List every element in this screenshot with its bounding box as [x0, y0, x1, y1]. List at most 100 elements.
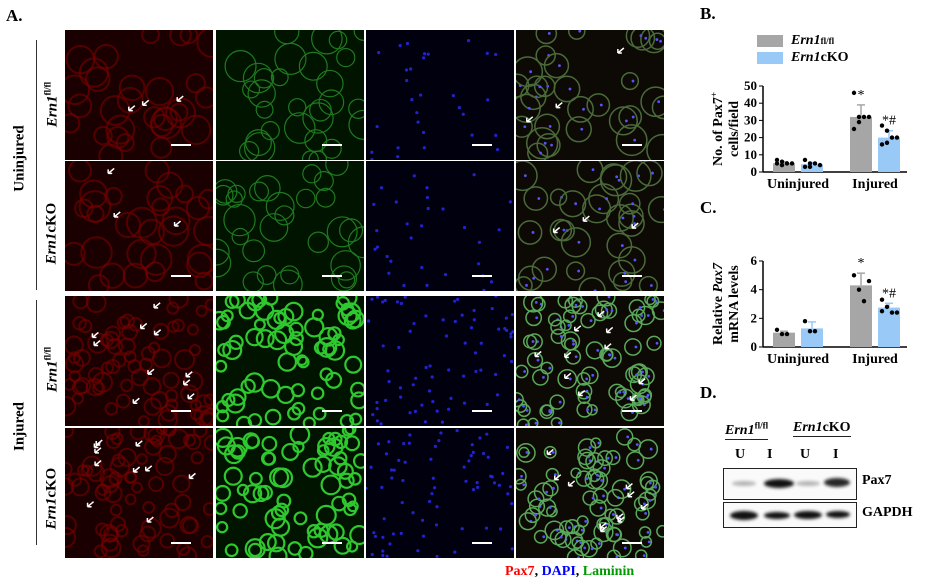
bar: [801, 164, 823, 172]
arrow-icon: [564, 372, 572, 380]
genotype-label-flox: Ern1fl/fl: [42, 346, 61, 393]
arrow-icon: [625, 482, 633, 490]
scale-bar: [622, 542, 642, 544]
arrow-icon: [113, 211, 121, 218]
data-point: [807, 161, 813, 166]
scale-bar: [472, 410, 492, 412]
data-point: [866, 278, 872, 284]
arrow-icon: [597, 310, 605, 317]
panel-label-b: B.: [700, 4, 716, 23]
data-point: [774, 327, 780, 332]
data-point: [851, 273, 857, 278]
micrograph-red-3: [65, 428, 213, 558]
arrow-icon: [555, 101, 563, 109]
scale-bar: [322, 275, 342, 277]
data-point: [802, 164, 808, 170]
scale-bar: [171, 410, 191, 412]
bar: [801, 328, 823, 347]
data-point: [879, 308, 885, 314]
y-tick-label: 40: [744, 95, 757, 110]
data-point: [779, 162, 785, 168]
arrow-icon: [564, 351, 572, 359]
data-point: [889, 310, 895, 315]
data-point: [884, 304, 890, 310]
arrow-icon: [546, 448, 554, 456]
micrograph-merge-0: [516, 30, 664, 160]
significance-annotation: *#: [882, 286, 896, 301]
legend-item-flox: Ern1 fl/fl: [757, 32, 849, 49]
category-label: Uninjured: [767, 352, 829, 367]
scale-bar: [322, 144, 342, 146]
arrow-icon: [144, 465, 153, 472]
arrow-icon: [94, 447, 102, 454]
data-point: [851, 126, 857, 132]
genotype-label-flox: Ern1fl/fl: [42, 81, 61, 128]
data-point: [779, 159, 785, 164]
y-tick-label: 6: [751, 253, 758, 268]
y-tick-label: 0: [751, 339, 758, 354]
data-point: [861, 298, 867, 304]
category-label: Injured: [852, 352, 898, 367]
arrow-icon: [534, 350, 542, 358]
arrow-icon: [135, 440, 143, 447]
arrow-icon: [132, 397, 140, 405]
arrow-icon: [617, 47, 625, 54]
blot-pax7: [723, 468, 857, 500]
arrow-icon: [567, 480, 576, 487]
panel-label-a: A.: [6, 6, 23, 25]
y-tick-label: 10: [744, 147, 757, 162]
genotype-label-cko: Ern1cKO: [43, 202, 60, 265]
arrow-icon: [526, 116, 534, 123]
scale-bar: [622, 275, 642, 277]
arrow-icon: [605, 326, 614, 334]
y-tick-label: 0: [751, 164, 758, 179]
blot-label-pax7: Pax7: [862, 473, 892, 488]
arrow-icon: [146, 516, 154, 523]
y-axis-label: No. of Pax7+cells/field: [709, 92, 742, 166]
data-point: [779, 331, 785, 337]
genotype-label-cko: Ern1cKO: [43, 467, 60, 530]
bar: [878, 137, 900, 172]
data-point: [812, 161, 818, 166]
arrow-icon: [627, 491, 635, 498]
data-point: [894, 310, 900, 315]
micrograph-blue-3: [366, 428, 514, 558]
bar: [850, 285, 872, 347]
stain-dapi: DAPI: [541, 564, 576, 579]
data-point: [789, 161, 795, 166]
micrograph-red-2: [65, 296, 213, 426]
y-tick-label: 30: [744, 112, 757, 127]
data-point: [807, 329, 813, 334]
micrograph-red-0: [65, 30, 213, 160]
data-point: [879, 142, 885, 147]
arrow-icon: [128, 105, 136, 112]
arrow-icon: [638, 378, 646, 385]
category-label: Uninjured: [767, 177, 829, 192]
arrow-icon: [578, 389, 586, 397]
stain-laminin: Laminin: [582, 564, 635, 579]
bar: [773, 332, 795, 347]
data-point: [802, 157, 808, 163]
arrow-icon: [107, 167, 115, 175]
arrow-icon: [86, 501, 95, 508]
arrow-icon: [631, 222, 639, 229]
micrograph-merge-1: [516, 161, 664, 291]
scale-bar: [472, 542, 492, 544]
arrow-icon: [94, 459, 102, 467]
scale-bar: [472, 275, 492, 277]
chart-legend: Ern1 fl/fl Ern1 cKO: [757, 32, 849, 66]
data-point: [861, 114, 867, 120]
scale-bar: [171, 275, 191, 277]
arrow-icon: [141, 99, 150, 107]
data-point: [851, 90, 857, 96]
bar: [773, 163, 795, 172]
micrograph-blue-1: [366, 161, 514, 291]
arrow-icon: [173, 220, 182, 227]
stain-pax7: Pax7: [505, 564, 535, 579]
arrow-icon: [617, 516, 625, 523]
y-axis-label: Relative Pax7mRNA levels: [711, 262, 742, 345]
panel-label-d: D.: [700, 383, 717, 402]
lane-label: I: [833, 447, 839, 462]
blot-genotype-flox: Ern1fl/fl: [725, 420, 769, 440]
y-tick-label: 20: [744, 130, 757, 145]
